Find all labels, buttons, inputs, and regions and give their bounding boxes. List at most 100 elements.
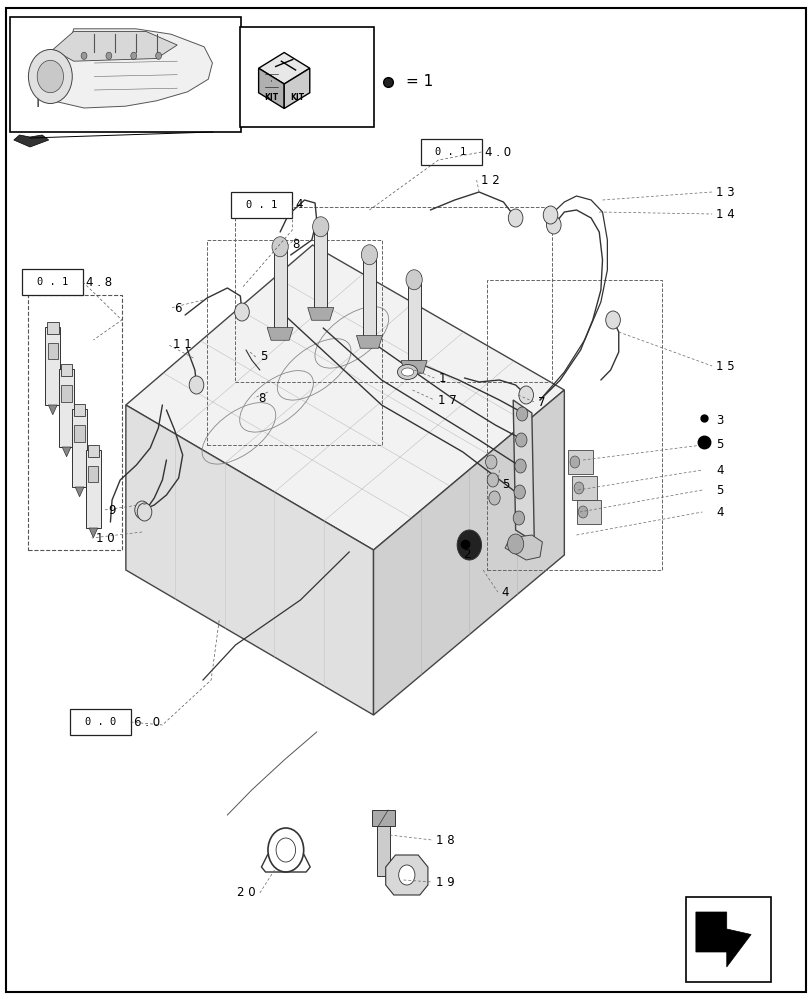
Bar [363, 250, 375, 336]
Text: 0 . 1: 0 . 1 [246, 200, 277, 210]
Text: 5: 5 [715, 438, 723, 452]
Circle shape [513, 511, 524, 525]
Circle shape [457, 530, 481, 560]
Bar [62, 385, 71, 401]
Bar [88, 466, 98, 482]
Circle shape [569, 456, 579, 468]
Text: 3: 3 [715, 414, 723, 426]
Polygon shape [307, 308, 333, 320]
Text: 0 . 0: 0 . 0 [84, 717, 116, 727]
Circle shape [546, 216, 560, 234]
Circle shape [234, 303, 249, 321]
Bar [376, 824, 389, 876]
Polygon shape [14, 135, 49, 147]
Circle shape [573, 482, 583, 494]
Bar [487, 280, 661, 570]
Bar [74, 404, 85, 416]
Circle shape [577, 506, 587, 518]
Circle shape [131, 52, 136, 59]
Ellipse shape [397, 364, 417, 379]
Polygon shape [75, 487, 84, 497]
Circle shape [137, 503, 152, 521]
Polygon shape [89, 528, 97, 538]
Bar [48, 343, 58, 359]
Bar [59, 369, 74, 447]
Circle shape [398, 865, 414, 885]
Polygon shape [385, 855, 427, 895]
Text: 4: 4 [295, 198, 303, 212]
Text: KIT: KIT [264, 94, 278, 103]
Circle shape [488, 491, 500, 505]
Text: 4 . 8: 4 . 8 [86, 275, 112, 288]
Polygon shape [284, 68, 309, 108]
Text: 1: 1 [438, 371, 445, 384]
Circle shape [605, 311, 620, 329]
Circle shape [518, 386, 533, 404]
Circle shape [312, 217, 328, 237]
Circle shape [81, 52, 87, 59]
Text: 6: 6 [174, 302, 182, 314]
Bar [576, 500, 600, 524]
Polygon shape [401, 360, 427, 373]
Bar [70, 709, 131, 735]
Circle shape [513, 485, 525, 499]
Circle shape [515, 433, 526, 447]
Polygon shape [258, 52, 309, 84]
Circle shape [485, 455, 496, 469]
Circle shape [508, 209, 522, 227]
Bar [235, 207, 551, 382]
Polygon shape [53, 31, 177, 61]
Text: 1 0: 1 0 [96, 532, 114, 544]
Text: 2 0: 2 0 [237, 886, 255, 900]
Polygon shape [267, 328, 293, 340]
Text: 4: 4 [715, 464, 723, 477]
Circle shape [28, 49, 72, 104]
Text: 7: 7 [538, 395, 545, 408]
Circle shape [105, 52, 112, 59]
Bar [371, 810, 394, 826]
Text: 9: 9 [108, 504, 115, 516]
Text: 4 . 0: 4 . 0 [484, 145, 510, 158]
Bar [61, 364, 72, 375]
Text: 4: 4 [501, 585, 508, 598]
Text: 4: 4 [715, 506, 723, 518]
Bar [86, 450, 101, 528]
Text: 5: 5 [260, 351, 267, 363]
Text: 5: 5 [715, 484, 723, 496]
Bar [28, 295, 122, 550]
Text: 8: 8 [258, 391, 265, 404]
Text: 1 2: 1 2 [480, 174, 499, 186]
Text: 5: 5 [501, 479, 508, 491]
Polygon shape [504, 535, 542, 560]
Bar [239, 27, 373, 127]
Text: 1 5: 1 5 [715, 360, 734, 372]
Text: = 1: = 1 [406, 75, 433, 90]
Bar [231, 192, 292, 218]
Bar [47, 322, 58, 334]
Text: KIT: KIT [290, 94, 303, 103]
Bar [568, 450, 592, 474]
Bar [407, 275, 420, 360]
Text: 6 . 0: 6 . 0 [134, 716, 160, 728]
Polygon shape [38, 29, 212, 108]
Polygon shape [62, 447, 71, 457]
Bar [420, 139, 481, 165]
Circle shape [514, 459, 526, 473]
Polygon shape [126, 245, 564, 550]
Circle shape [37, 60, 63, 93]
Text: 8: 8 [292, 238, 299, 251]
Text: 0 . 1: 0 . 1 [36, 277, 68, 287]
Polygon shape [49, 405, 57, 415]
Circle shape [516, 407, 527, 421]
Circle shape [135, 501, 149, 519]
Text: 0 . 1: 0 . 1 [435, 147, 466, 157]
Ellipse shape [401, 368, 413, 376]
Text: 1 3: 1 3 [715, 186, 734, 198]
Bar [572, 476, 596, 500]
Bar [10, 17, 241, 132]
Polygon shape [513, 400, 534, 542]
Circle shape [507, 534, 523, 554]
Polygon shape [695, 912, 750, 967]
Circle shape [543, 206, 557, 224]
Bar [207, 240, 381, 445]
